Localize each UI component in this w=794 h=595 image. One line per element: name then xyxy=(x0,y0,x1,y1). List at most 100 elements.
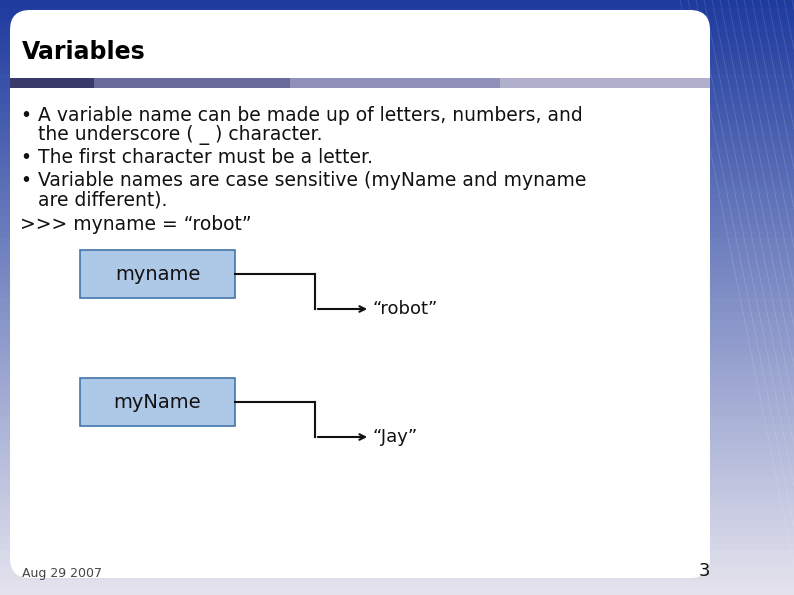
Bar xyxy=(0,558,794,565)
Bar xyxy=(0,334,794,342)
Bar xyxy=(0,186,794,193)
Bar xyxy=(0,543,794,550)
Bar xyxy=(0,394,794,402)
Text: A variable name can be made up of letters, numbers, and: A variable name can be made up of letter… xyxy=(38,106,583,125)
Bar xyxy=(0,104,794,112)
Bar xyxy=(0,141,794,149)
Bar xyxy=(0,402,794,409)
Bar xyxy=(0,22,794,30)
Bar xyxy=(0,572,794,580)
Text: “robot”: “robot” xyxy=(373,300,438,318)
Bar xyxy=(0,439,794,446)
Bar xyxy=(0,305,794,312)
Bar xyxy=(0,349,794,357)
Bar xyxy=(0,364,794,372)
Bar xyxy=(0,230,794,238)
Bar xyxy=(0,119,794,126)
Bar xyxy=(0,461,794,469)
Text: “Jay”: “Jay” xyxy=(373,428,418,446)
Text: the underscore ( _ ) character.: the underscore ( _ ) character. xyxy=(38,125,322,145)
Text: •: • xyxy=(20,148,31,167)
Bar xyxy=(0,499,794,506)
Bar xyxy=(0,253,794,261)
Text: •: • xyxy=(20,106,31,125)
Bar xyxy=(0,30,794,37)
Bar xyxy=(0,357,794,364)
Bar xyxy=(0,565,794,572)
Bar xyxy=(0,469,794,476)
Bar xyxy=(10,78,94,88)
Text: 3: 3 xyxy=(699,562,710,580)
Bar xyxy=(0,208,794,215)
Text: myName: myName xyxy=(114,393,202,412)
Bar xyxy=(0,431,794,439)
Bar xyxy=(0,89,794,96)
Bar xyxy=(0,513,794,521)
Bar xyxy=(0,476,794,483)
Bar xyxy=(0,37,794,45)
Bar xyxy=(0,320,794,327)
FancyBboxPatch shape xyxy=(10,10,710,578)
Bar xyxy=(0,45,794,52)
Bar xyxy=(0,521,794,528)
Bar xyxy=(0,74,794,82)
Bar xyxy=(0,201,794,208)
Text: Variables: Variables xyxy=(22,40,146,64)
Bar xyxy=(0,416,794,424)
Bar xyxy=(0,528,794,536)
Bar xyxy=(0,7,794,15)
Bar xyxy=(0,171,794,178)
Bar xyxy=(500,78,710,88)
Bar xyxy=(94,78,290,88)
Bar xyxy=(0,52,794,60)
Bar xyxy=(80,250,235,298)
Bar xyxy=(0,67,794,74)
Bar xyxy=(0,134,794,141)
Bar xyxy=(0,372,794,380)
Bar xyxy=(0,483,794,491)
Bar xyxy=(0,283,794,290)
Bar xyxy=(0,149,794,156)
Bar xyxy=(0,178,794,186)
Bar xyxy=(0,380,794,387)
Bar xyxy=(0,96,794,104)
Bar xyxy=(0,156,794,164)
Bar xyxy=(0,342,794,349)
Bar xyxy=(0,506,794,513)
Bar xyxy=(0,245,794,253)
Bar xyxy=(0,112,794,119)
Text: •: • xyxy=(20,171,31,190)
Bar xyxy=(0,550,794,558)
Bar xyxy=(0,580,794,588)
Bar xyxy=(0,453,794,461)
Bar xyxy=(0,290,794,298)
Bar xyxy=(80,378,235,426)
Bar xyxy=(0,409,794,416)
Text: The first character must be a letter.: The first character must be a letter. xyxy=(38,148,373,167)
Bar xyxy=(0,312,794,320)
Bar xyxy=(0,387,794,394)
Text: Variable names are case sensitive (myName and myname: Variable names are case sensitive (myNam… xyxy=(38,171,587,190)
Bar xyxy=(0,327,794,334)
Bar xyxy=(0,215,794,223)
Bar xyxy=(0,588,794,595)
Bar xyxy=(0,82,794,89)
Bar xyxy=(0,193,794,201)
Bar xyxy=(0,238,794,245)
Bar xyxy=(0,60,794,67)
Text: myname: myname xyxy=(115,265,200,283)
Text: >>> myname = “robot”: >>> myname = “robot” xyxy=(20,215,252,234)
Bar xyxy=(0,491,794,499)
Bar xyxy=(0,446,794,453)
Bar xyxy=(0,268,794,275)
Text: are different).: are different). xyxy=(38,190,168,209)
Bar xyxy=(0,223,794,230)
Bar xyxy=(0,424,794,431)
Bar xyxy=(0,0,794,7)
Bar xyxy=(0,126,794,134)
Bar xyxy=(0,15,794,22)
Bar xyxy=(290,78,500,88)
Bar xyxy=(0,275,794,283)
Text: Aug 29 2007: Aug 29 2007 xyxy=(22,567,102,580)
Bar xyxy=(0,164,794,171)
